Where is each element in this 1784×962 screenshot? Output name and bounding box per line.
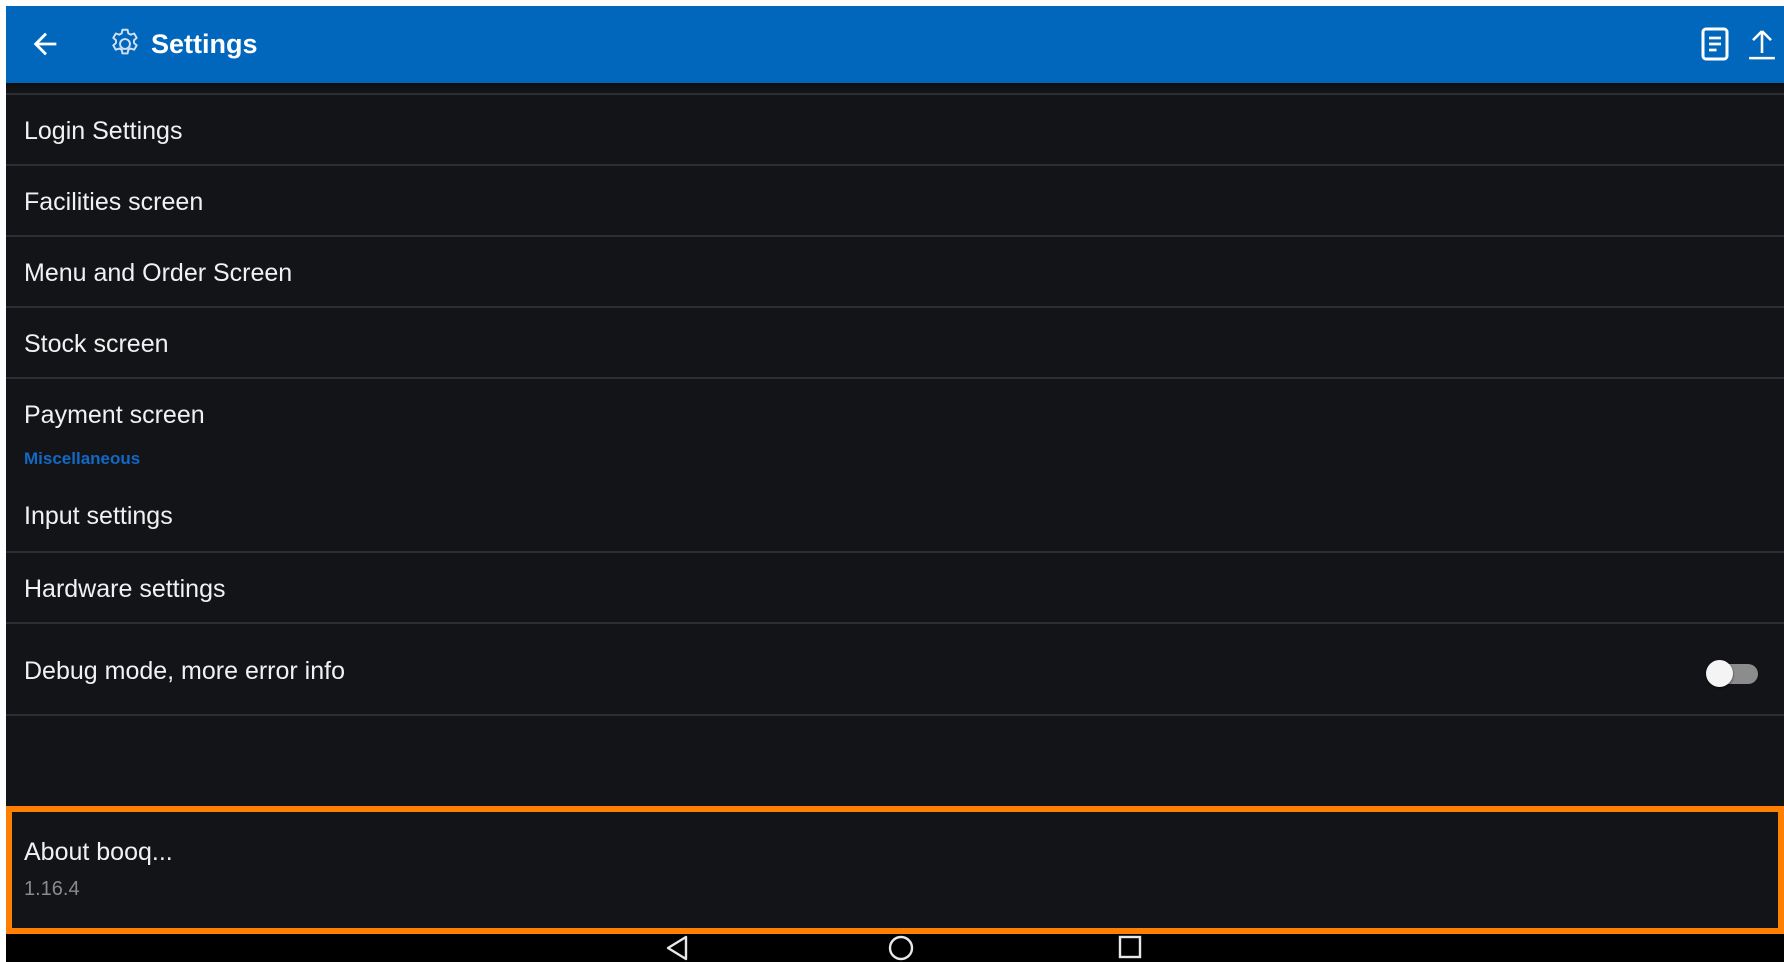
screen: Settings Login Settings Facilities scree…: [6, 6, 1784, 962]
settings-item-input[interactable]: Input settings: [6, 476, 1784, 553]
nav-recents-square-icon[interactable]: [1117, 934, 1143, 962]
settings-item-label: Menu and Order Screen: [24, 259, 293, 287]
nav-home-circle-icon[interactable]: [887, 934, 915, 962]
settings-item-about[interactable]: About booq... 1.16.4: [6, 806, 1784, 934]
settings-item-facilities[interactable]: Facilities screen: [6, 166, 1784, 237]
settings-item-stock[interactable]: Stock screen: [6, 308, 1784, 379]
upload-icon[interactable]: [1746, 26, 1778, 62]
toggle-thumb: [1706, 660, 1733, 687]
section-header-miscellaneous: Miscellaneous: [24, 449, 141, 468]
settings-item-menu-order[interactable]: Menu and Order Screen: [6, 237, 1784, 308]
debug-mode-toggle[interactable]: [1706, 658, 1758, 687]
back-arrow-icon[interactable]: [28, 27, 62, 61]
settings-item-label: Input settings: [24, 502, 173, 530]
about-label: About booq...: [24, 838, 173, 866]
settings-item-label: Facilities screen: [24, 188, 204, 216]
settings-item-payment[interactable]: Payment screen: [6, 379, 1784, 451]
settings-item-hardware[interactable]: Hardware settings: [6, 553, 1784, 624]
settings-item-label: Hardware settings: [24, 575, 226, 603]
settings-item-label: Stock screen: [24, 330, 169, 358]
list-divider: [6, 83, 1784, 95]
settings-item-debug-mode[interactable]: Debug mode, more error info: [6, 624, 1784, 716]
system-navigation-bar: [6, 934, 1784, 962]
gear-icon: [112, 28, 138, 55]
app-bar: Settings: [6, 6, 1784, 83]
page-title: Settings: [151, 29, 258, 59]
settings-item-label: Login Settings: [24, 117, 183, 145]
app-version: 1.16.4: [24, 878, 80, 900]
document-icon[interactable]: [1700, 26, 1730, 62]
settings-item-login[interactable]: Login Settings: [6, 95, 1784, 166]
settings-item-label: Payment screen: [24, 401, 205, 429]
nav-back-triangle-icon[interactable]: [664, 934, 690, 962]
settings-item-label: Debug mode, more error info: [24, 657, 345, 685]
